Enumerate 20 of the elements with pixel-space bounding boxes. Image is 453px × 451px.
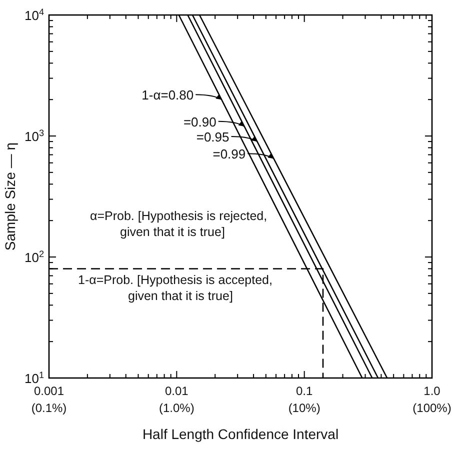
y-tick-label: 10$^{4}$ [24, 7, 44, 23]
annotation: =0.90 [183, 114, 216, 130]
text: (10%) [288, 401, 320, 415]
x-tick-label: 0.001 [34, 384, 64, 398]
y-tick-label: 10$^{3}$ [24, 128, 44, 144]
annotation: 1-α=0.80 [142, 88, 194, 103]
x-axis-title: Half Length Confidence Interval [142, 426, 339, 442]
annotation: 1-α=Prob. [Hypothesis is accepted, given that it is true] [78, 273, 272, 303]
annotation: α=Prob. [Hypothesis is rejected, given that it is true] [90, 209, 268, 239]
x-tick-label: 1.0 [424, 384, 441, 398]
text: (1.0%) [158, 401, 194, 415]
text: (0.1%) [31, 401, 67, 415]
x-tick-label: 0.01 [164, 384, 189, 398]
y-axis-title: Sample Size — η [2, 142, 18, 251]
y-tick-label: 10$^{1}$ [24, 370, 44, 386]
text: (100%) [412, 401, 452, 415]
x-tick-label: 0.1 [296, 384, 313, 398]
annotation: =0.99 [212, 146, 246, 162]
annotation: =0.95 [196, 130, 230, 145]
y-tick-label: 10$^{2}$ [24, 249, 44, 265]
